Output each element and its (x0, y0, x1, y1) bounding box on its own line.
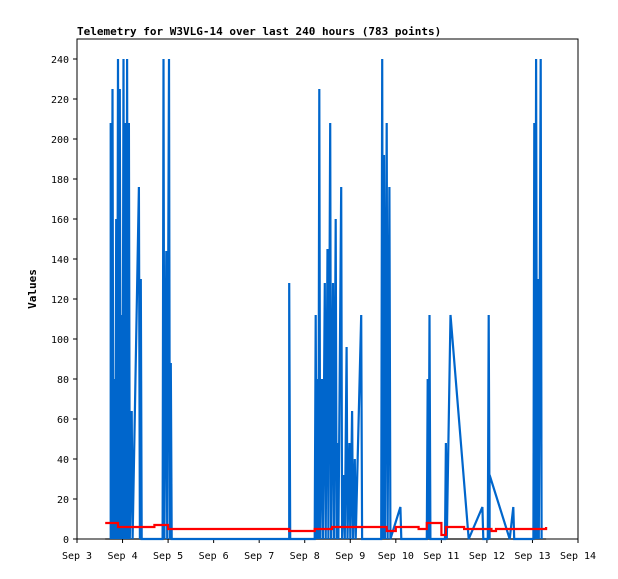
y-tick-label: 180 (51, 175, 69, 186)
y-tick-label: 160 (51, 215, 69, 226)
x-axis: Sep 3 Sep 4 Sep 5 Sep 6 Sep 7 Sep 8 Sep 9 Sep 1… (62, 539, 596, 562)
x-tick-label: Sep 10 (378, 551, 414, 562)
y-tick-label: 220 (51, 95, 69, 106)
y-tick-label: 140 (51, 255, 69, 266)
x-tick-label: Sep 12 (469, 551, 505, 562)
y-axis: 0 20 40 60 80 100 120 140 160 180 200 220 240 (51, 55, 77, 546)
series-layer (105, 58, 548, 541)
x-tick-label: Sep 4 (107, 551, 137, 562)
y-tick-label: 120 (51, 295, 69, 306)
x-tick-label: Sep 7 (244, 551, 274, 562)
x-tick-label: Sep 9 (335, 551, 365, 562)
series-line-1 (109, 58, 543, 541)
y-tick-label: 240 (51, 55, 69, 66)
y-axis-label: Values (26, 269, 39, 309)
x-tick-label: Sep 3 (62, 551, 92, 562)
y-tick-label: 0 (63, 535, 69, 546)
x-tick-label: Sep 6 (199, 551, 229, 562)
x-tick-label: Sep 5 (153, 551, 183, 562)
y-tick-label: 20 (57, 495, 69, 506)
y-tick-label: 100 (51, 335, 69, 346)
y-tick-label: 200 (51, 135, 69, 146)
y-tick-label: 40 (57, 455, 69, 466)
x-tick-label: Sep 14 (560, 551, 596, 562)
chart-title: Telemetry for W3VLG-14 over last 240 hou… (77, 25, 441, 38)
y-tick-label: 60 (57, 415, 69, 426)
x-tick-label: Sep 8 (290, 551, 320, 562)
x-tick-label: Sep 13 (514, 551, 550, 562)
series-line-2 (105, 521, 548, 537)
x-tick-label: Sep 11 (423, 551, 459, 562)
y-tick-label: 80 (57, 375, 69, 386)
